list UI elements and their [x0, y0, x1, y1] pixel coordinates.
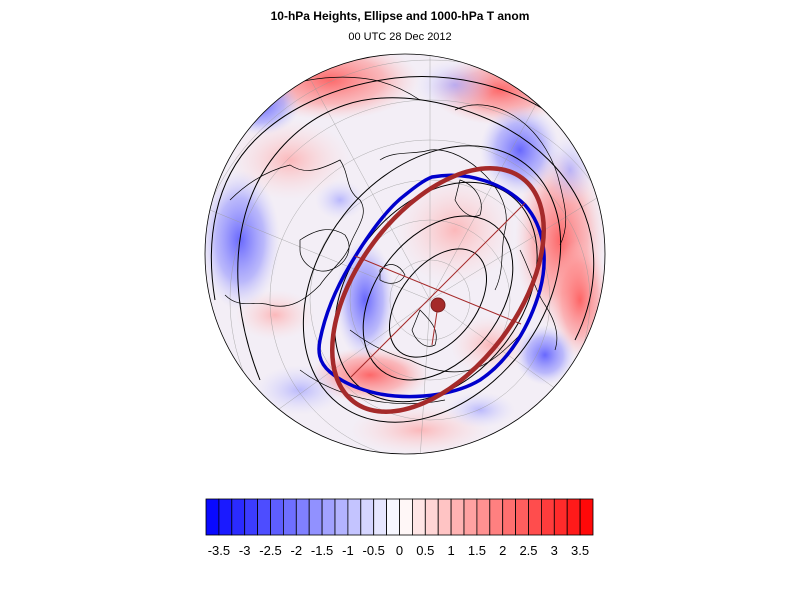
colorbar-box: [231, 498, 246, 536]
colorbar-tick-label: 1: [447, 543, 454, 558]
polar-vortex-edge: [317, 173, 546, 399]
colorbar-tick-label: -3: [239, 543, 251, 558]
colorbar-box: [282, 498, 297, 536]
colorbar-box: [553, 498, 568, 536]
colorbar-tick-label: -1: [342, 543, 354, 558]
colorbar-box: [411, 498, 426, 536]
colorbar-tick-label: -1.5: [311, 543, 333, 558]
colorbar-box: [308, 498, 323, 536]
colorbar-tick-label: -0.5: [362, 543, 384, 558]
temperature-anomaly-field: [205, 54, 605, 454]
colorbar-box: [515, 498, 529, 536]
colorbar-box: [424, 498, 439, 536]
ellipse-centroid: [430, 297, 446, 313]
geopotential-height-contours: [210, 76, 595, 423]
map-subtitle: 00 UTC 28 Dec 2012: [348, 31, 452, 43]
colorbar-tick-label: -2: [291, 543, 303, 558]
colorbar-tick-label: 0: [396, 543, 403, 558]
globe-outline: [204, 53, 606, 455]
colorbar-tick-label: -3.5: [208, 543, 230, 558]
colorbar-tick-label: 2: [499, 543, 506, 558]
colorbar-box: [528, 498, 542, 536]
colorbar-box: [270, 498, 284, 536]
colorbar-box: [579, 498, 594, 536]
colorbar-box: [541, 498, 555, 536]
colorbar-box: [244, 498, 258, 536]
colorbar-tick-label: 2.5: [519, 543, 537, 558]
colorbar-box: [450, 498, 465, 536]
colorbar-box: [476, 498, 491, 536]
colorbar-box: [321, 498, 336, 536]
colorbar-box: [257, 498, 271, 536]
colorbar-box: [489, 498, 504, 536]
colorbar-box: [463, 498, 478, 536]
colorbar-box: [373, 498, 388, 536]
vortex-ellipse: [330, 166, 546, 414]
colorbar-box: [437, 498, 452, 536]
colorbar-box: [218, 498, 233, 536]
colorbar-boxes: [205, 498, 594, 536]
colorbar-tick-label: 0.5: [416, 543, 434, 558]
ellipse-major-axis: [350, 202, 526, 378]
colorbar-tick-label: 3.5: [571, 543, 589, 558]
colorbar-box: [205, 498, 220, 536]
colorbar-box: [566, 498, 581, 536]
colorbar-box: [347, 498, 362, 536]
colorbar-box: [399, 498, 413, 536]
colorbar-labels: -3.5 -3 -2.5 -2 -1.5 -1 -0.5 0 0.5 1 1.5 2 2.5 3 3.5: [208, 543, 589, 558]
vortex-edge-contour: [317, 173, 546, 399]
colorbar-box: [360, 498, 375, 536]
colorbar-box: [502, 498, 517, 536]
colorbar-box: [334, 498, 349, 536]
colorbar-tick-label: 3: [551, 543, 558, 558]
colorbar-box: [386, 498, 400, 536]
fitted-ellipse: [330, 166, 546, 414]
colorbar-box: [295, 498, 310, 536]
map-title: 10-hPa Heights, Ellipse and 1000-hPa T a…: [270, 9, 530, 23]
colorbar-tick-label: -2.5: [259, 543, 281, 558]
colorbar-tick-label: 1.5: [468, 543, 486, 558]
